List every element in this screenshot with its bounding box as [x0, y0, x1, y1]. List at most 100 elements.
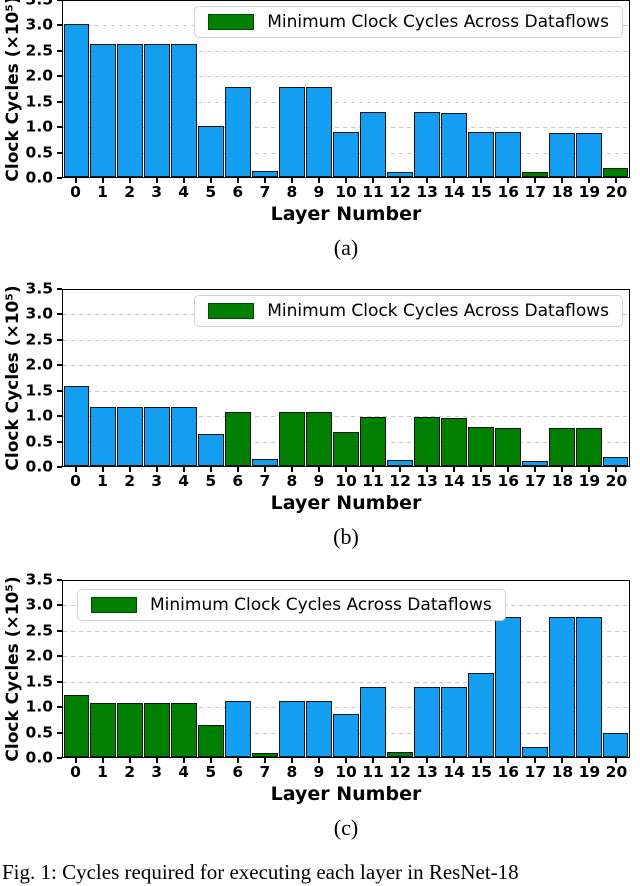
chart-c-bar-9 — [306, 700, 332, 757]
x-tick-mark — [615, 758, 618, 763]
x-tick-mark — [209, 178, 212, 183]
legend-box: Minimum Clock Cycles Across Dataflows — [194, 295, 623, 327]
x-tick-label: 13 — [416, 472, 438, 490]
y-tick-label: 1.5 — [25, 91, 53, 110]
y-tick-label: 2.0 — [25, 355, 53, 374]
chart-b-bar-20 — [602, 456, 629, 466]
y-tick-label: 1.0 — [25, 117, 53, 136]
x-tick-mark — [290, 758, 293, 763]
y-tick-label: 0.0 — [25, 168, 53, 187]
x-axis-ticks: 0 1 2 3 4 5 6 7 8 9 10 11 12 13 14 15 16 17 18 19 20 — [62, 758, 630, 782]
y-tick-mark — [57, 49, 62, 52]
gridline — [63, 707, 629, 709]
x-tick-mark — [236, 178, 239, 183]
x-tick-mark — [399, 178, 402, 183]
x-tick-label: 5 — [205, 472, 217, 490]
chart-a-bar-7 — [252, 170, 279, 177]
y-tick-label: 0.0 — [25, 748, 53, 767]
x-tick-mark — [101, 178, 104, 183]
x-tick-label: 7 — [259, 183, 271, 201]
y-axis-label-col: Clock Cycles (×10⁵) — [0, 285, 26, 470]
legend-swatch-icon — [91, 597, 137, 613]
x-tick-label: 10 — [335, 183, 357, 201]
x-tick-label: 1 — [97, 183, 108, 201]
x-tick-label: 1 — [97, 763, 108, 781]
chart-a-bar-0 — [63, 24, 90, 177]
x-tick-label: 6 — [232, 183, 244, 201]
y-tick-label: 1.0 — [25, 406, 53, 425]
chart-b-bar-5 — [198, 433, 225, 466]
x-tick-mark — [74, 178, 77, 183]
x-tick-mark — [534, 758, 537, 763]
chart-a-bar-19 — [575, 132, 602, 177]
chart-c-bar-5 — [198, 724, 225, 757]
chart-c-bar-17 — [521, 746, 548, 757]
gridline — [63, 365, 629, 367]
chart-b-bar-12 — [386, 460, 413, 466]
legend-label: Minimum Clock Cycles Across Dataflows — [267, 301, 609, 321]
y-tick-mark — [57, 288, 62, 290]
x-tick-mark — [236, 758, 239, 763]
x-tick-label: 11 — [362, 472, 384, 490]
x-tick-label: 10 — [335, 763, 357, 781]
x-tick-label: 12 — [389, 183, 411, 201]
x-tick-mark — [263, 758, 266, 763]
x-tick-label: 12 — [389, 763, 411, 781]
legend-label: Minimum Clock Cycles Across Dataflows — [267, 12, 609, 32]
x-tick-label: 20 — [605, 183, 628, 201]
x-tick-mark — [372, 758, 375, 763]
figure-caption: Fig. 1: Cycles required for executing ea… — [2, 860, 519, 884]
x-tick-mark — [615, 467, 618, 472]
x-tick-label: 13 — [416, 183, 438, 201]
y-tick-mark — [57, 680, 62, 683]
y-tick-mark — [57, 389, 62, 392]
y-tick-label: 1.5 — [25, 380, 53, 399]
chart-b-bar-4 — [171, 406, 198, 466]
x-tick-label: 3 — [151, 472, 163, 490]
y-tick-mark — [57, 440, 62, 443]
x-tick-label: 14 — [443, 763, 465, 781]
chart-b-bar-3 — [144, 406, 171, 466]
chart-b-bar-10 — [333, 431, 359, 466]
chart-a-bar-15 — [467, 132, 494, 177]
chart-c-bar-7 — [252, 753, 279, 757]
x-tick-label: 16 — [497, 472, 520, 490]
x-tick-label: 19 — [578, 763, 601, 781]
chart-b-bar-1 — [90, 406, 117, 466]
legend-box: Minimum Clock Cycles Across Dataflows — [194, 6, 623, 38]
gridline — [63, 681, 629, 683]
y-tick-label: 1.0 — [25, 697, 53, 716]
chart-a-bar-2 — [117, 44, 144, 177]
y-tick-label: 2.0 — [25, 646, 53, 665]
y-tick-mark — [57, 338, 62, 341]
x-tick-label: 4 — [178, 183, 190, 201]
y-tick-mark — [57, 100, 62, 103]
chart-a-bar-14 — [440, 112, 467, 177]
chart-c-bar-19 — [575, 617, 602, 757]
chart-c-bar-8 — [279, 700, 306, 757]
x-tick-label: 14 — [443, 183, 465, 201]
y-tick-mark — [57, 177, 62, 179]
x-tick-label: 15 — [470, 183, 493, 201]
x-tick-label: 20 — [605, 763, 628, 781]
y-tick-label: 3.0 — [25, 304, 53, 323]
x-tick-mark — [507, 467, 510, 472]
y-axis-ticks: 3.5 3.0 2.5 2.0 1.5 1.0 0.5 0.0 — [25, 572, 62, 765]
x-tick-label: 17 — [524, 472, 547, 490]
gridline — [63, 76, 629, 78]
x-tick-label: 2 — [124, 183, 136, 201]
x-tick-label: 8 — [286, 183, 298, 201]
x-tick-mark — [588, 467, 591, 472]
chart-b-bar-2 — [117, 406, 144, 466]
chart-b-plot-area: Minimum Clock Cycles Across Dataflows — [62, 289, 630, 467]
chart-c-bar-11 — [359, 686, 386, 757]
chart-c-bar-15 — [467, 673, 494, 757]
x-tick-label: 2 — [124, 472, 136, 490]
chart-c-bar-10 — [333, 714, 359, 757]
chart-a-bar-11 — [359, 112, 386, 177]
x-tick-label: 17 — [524, 763, 547, 781]
chart-c-plot-row: Clock Cycles (×10⁵) 3.5 3.0 2.5 2.0 1.5 1.0 0.5… — [0, 572, 640, 765]
x-tick-label: 18 — [551, 183, 574, 201]
x-tick-mark — [480, 178, 483, 183]
y-tick-mark — [57, 604, 62, 607]
